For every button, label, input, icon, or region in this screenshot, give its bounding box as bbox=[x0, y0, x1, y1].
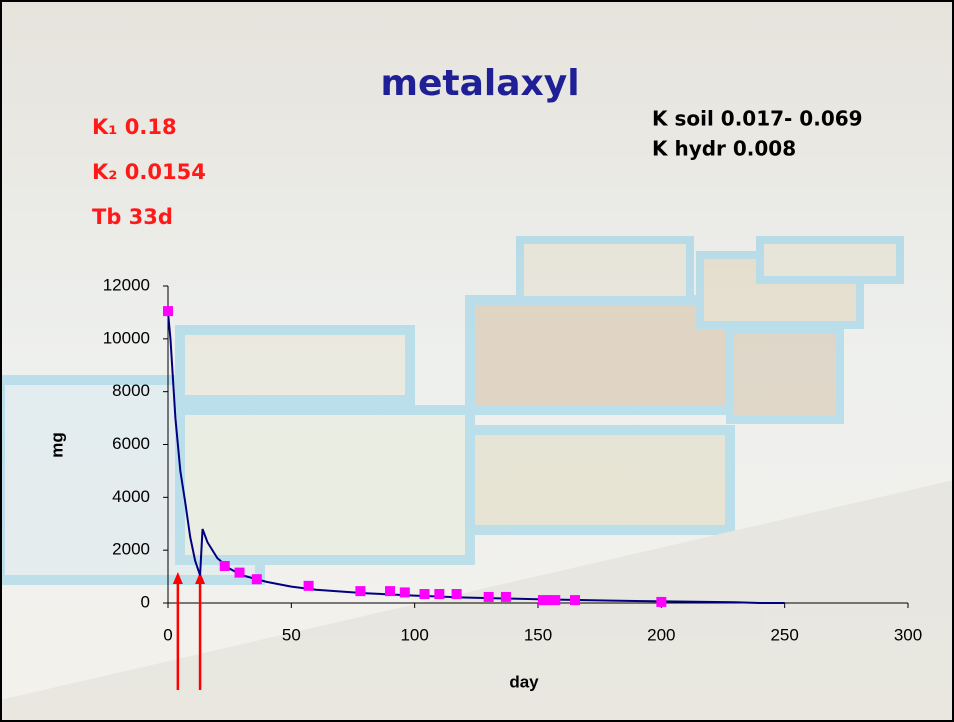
data-point bbox=[501, 592, 511, 602]
x-tick-label: 100 bbox=[400, 625, 428, 644]
y-tick-label: 10000 bbox=[103, 328, 150, 347]
x-tick-label: 250 bbox=[770, 625, 798, 644]
data-point bbox=[304, 581, 314, 591]
data-point bbox=[163, 306, 173, 316]
chart-title: metalaxyl bbox=[380, 63, 579, 104]
data-point bbox=[570, 595, 580, 605]
chart: metalaxyl day mg K₁ 0.18 K₂ 0.0154 Tb 33d K… bbox=[0, 0, 954, 722]
data-point bbox=[452, 589, 462, 599]
x-tick-label: 300 bbox=[894, 625, 922, 644]
x-tick-label: 50 bbox=[282, 625, 301, 644]
y-tick-label: 2000 bbox=[112, 540, 150, 559]
x-tick-label: 200 bbox=[647, 625, 675, 644]
y-tick-label: 4000 bbox=[112, 487, 150, 506]
data-point bbox=[656, 597, 666, 607]
x-tick-label: 0 bbox=[163, 625, 172, 644]
x-tick-label: 150 bbox=[524, 625, 552, 644]
annotation: K soil 0.017- 0.069 bbox=[652, 107, 863, 131]
y-tick-label: 8000 bbox=[112, 381, 150, 400]
annotation: K hydr 0.008 bbox=[652, 137, 796, 161]
data-point bbox=[252, 574, 262, 584]
annotation: Tb 33d bbox=[92, 205, 173, 229]
annotation: K₁ 0.18 bbox=[92, 115, 177, 139]
data-point bbox=[220, 561, 230, 571]
data-point bbox=[434, 589, 444, 599]
data-point bbox=[420, 589, 430, 599]
annotation: K₂ 0.0154 bbox=[92, 160, 206, 184]
y-axis-label: mg bbox=[47, 432, 66, 458]
data-point bbox=[550, 595, 560, 605]
y-tick-label: 12000 bbox=[103, 275, 150, 294]
y-tick-label: 0 bbox=[141, 592, 150, 611]
y-tick-label: 6000 bbox=[112, 434, 150, 453]
data-point bbox=[484, 592, 494, 602]
slide: metalaxyl day mg K₁ 0.18 K₂ 0.0154 Tb 33d K… bbox=[0, 0, 954, 722]
data-point bbox=[385, 586, 395, 596]
x-axis-label: day bbox=[509, 672, 539, 691]
data-point bbox=[355, 586, 365, 596]
data-point bbox=[235, 568, 245, 578]
data-point bbox=[400, 587, 410, 597]
